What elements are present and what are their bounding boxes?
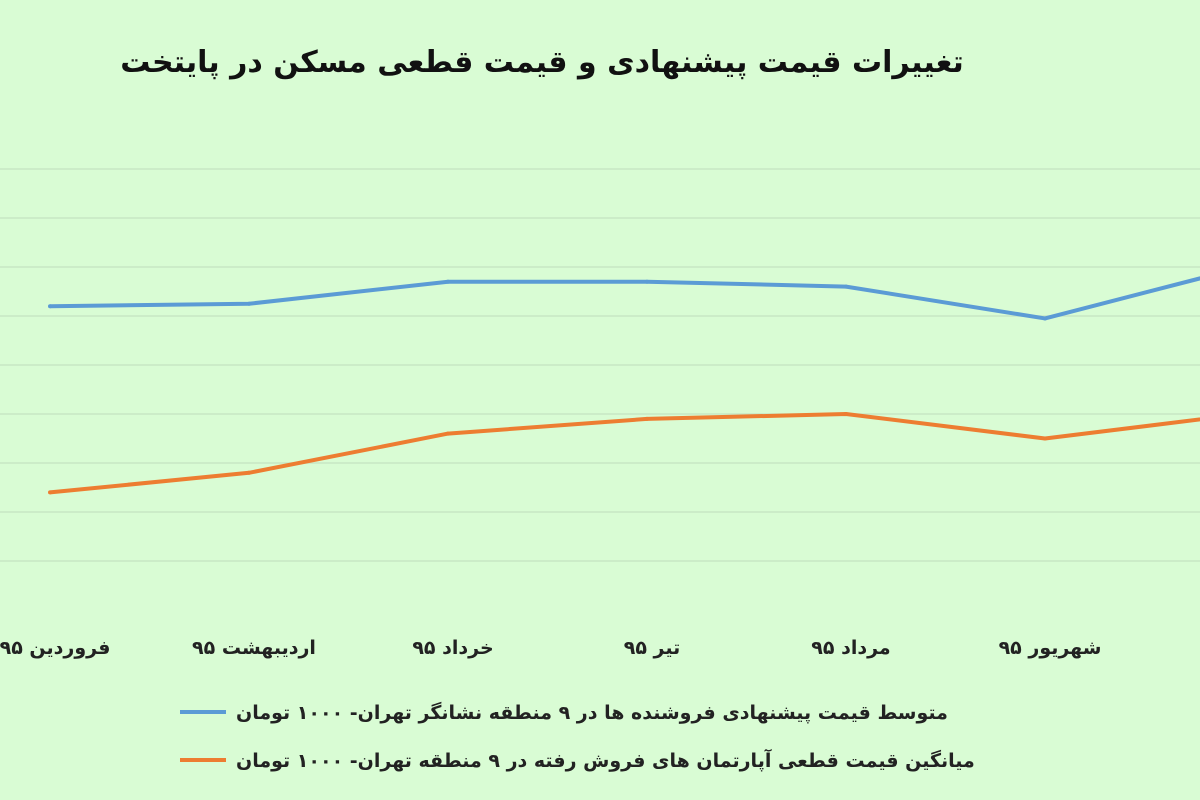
series-1-point <box>1043 316 1047 321</box>
x-tick-label: مرداد ۹۵ <box>811 637 890 659</box>
series-1-point <box>844 284 848 289</box>
x-tick-label: شهریور ۹۵ <box>999 637 1102 659</box>
series-2-point <box>844 412 848 416</box>
series-1-point <box>645 279 649 284</box>
legend-label-2: میانگین قیمت قطعی آپارتمان های فروش رفته… <box>236 748 975 772</box>
legend-label-1: متوسط قیمت پیشنهادی فروشنده ها در ۹ منطق… <box>236 701 948 724</box>
series-2-point <box>446 431 450 436</box>
series-1-point <box>446 279 450 284</box>
x-tick-label: خرداد ۹۵ <box>412 637 493 659</box>
series-2-point <box>1043 436 1047 441</box>
series-2-point <box>48 490 52 495</box>
x-tick-label: اردیبهشت ۹۵ <box>192 637 316 659</box>
series-2-point <box>247 470 251 475</box>
series-line-2 <box>49 412 1200 495</box>
chart-title: تغییرات قیمت پیشنهادی و قیمت قطعی مسکن د… <box>120 45 964 80</box>
x-tick-label: فروردین ۹۵ <box>0 637 110 659</box>
series-line-1 <box>49 276 1200 321</box>
series-1-point <box>48 304 52 309</box>
x-tick-label: تیر ۹۵ <box>624 637 681 659</box>
series-2-point <box>645 416 649 421</box>
series-1-point <box>247 301 251 306</box>
